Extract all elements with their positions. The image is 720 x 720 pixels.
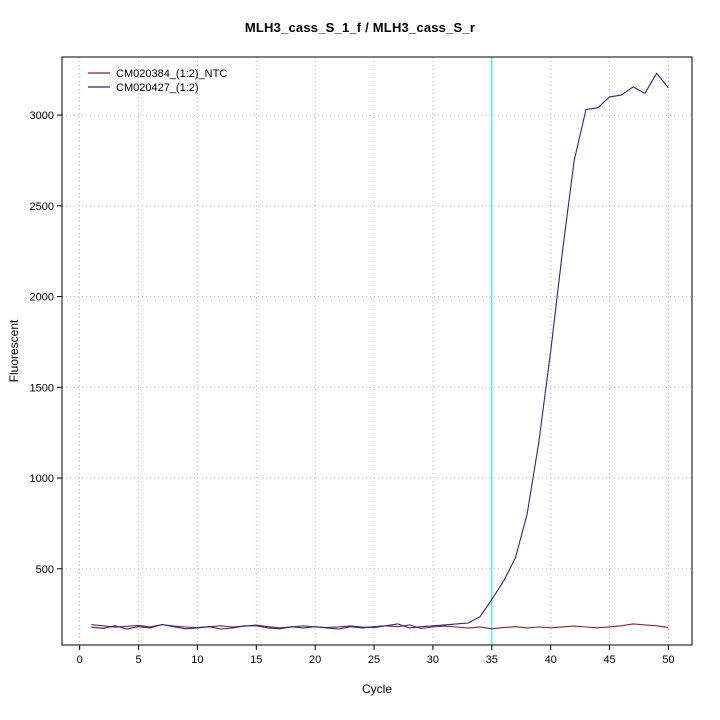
x-tick-label: 20 [309, 654, 321, 666]
x-tick-label: 45 [603, 654, 615, 666]
y-tick-label: 1500 [30, 382, 54, 394]
x-tick-label: 0 [77, 654, 83, 666]
y-tick-label: 2500 [30, 201, 54, 213]
x-tick-label: 35 [486, 654, 498, 666]
x-tick-label: 5 [135, 654, 141, 666]
x-tick-label: 15 [250, 654, 262, 666]
y-tick-label: 500 [36, 564, 54, 576]
y-tick-label: 2000 [30, 292, 54, 304]
series-line [91, 72, 669, 630]
x-tick-label: 40 [545, 654, 557, 666]
y-tick-label: 3000 [30, 110, 54, 122]
y-tick-label: 1000 [30, 473, 54, 485]
legend-label: CM020384_(1:2)_NTC [116, 68, 227, 80]
x-tick-label: 10 [191, 654, 203, 666]
legend-label: CM020427_(1:2) [116, 82, 199, 94]
x-tick-label: 30 [427, 654, 439, 666]
x-axis-label: Cycle [361, 682, 392, 696]
x-tick-label: 50 [662, 654, 674, 666]
x-tick-label: 25 [368, 654, 380, 666]
plot-border [61, 56, 693, 646]
chart-title: MLH3_cass_S_1_f / MLH3_cass_S_r [244, 20, 476, 35]
